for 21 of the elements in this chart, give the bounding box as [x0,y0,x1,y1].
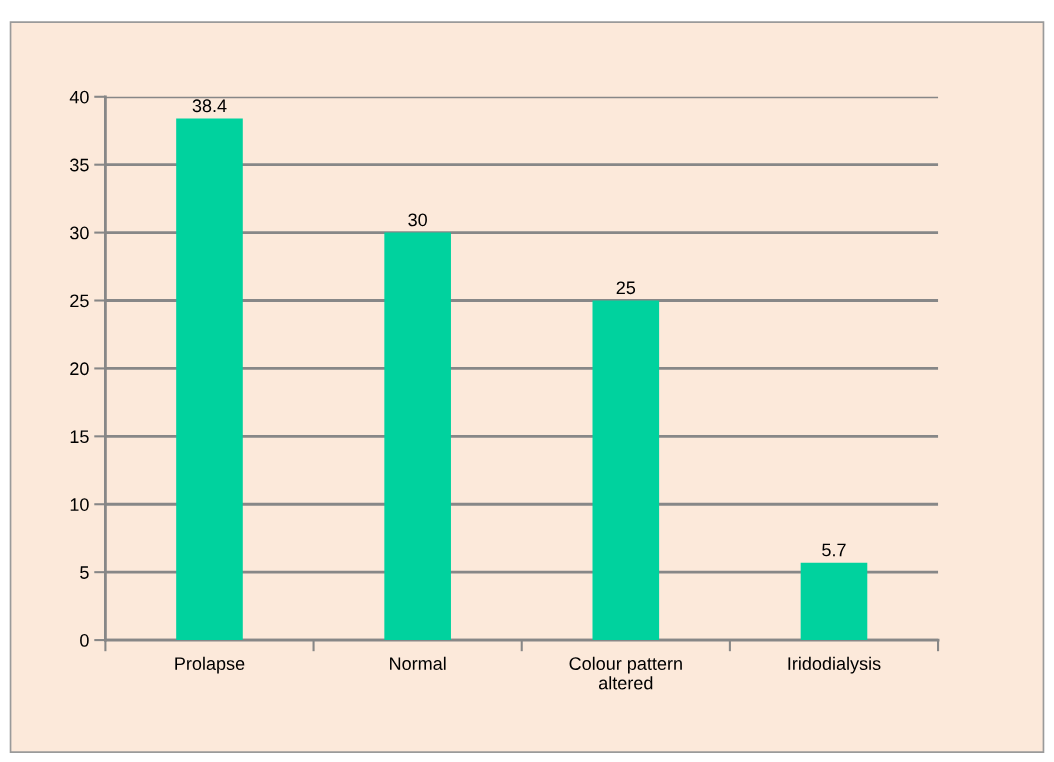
y-tick-label: 0 [80,634,89,647]
y-tick-label: 5 [80,566,89,579]
data-label: 25 [616,281,636,295]
y-tick-label: 30 [70,226,89,240]
bar [800,562,868,641]
bar [384,232,451,641]
y-tick-label: 40 [69,90,89,104]
y-tick-label: 10 [70,498,89,511]
bar [176,118,243,641]
x-tick-label: Normal [390,656,446,671]
y-tick-label: 15 [70,430,89,444]
x-tick-label: Iridodialysis [788,656,881,674]
y-tick-label: 25 [70,294,89,308]
bar [592,300,660,641]
x-tick-label: Prolapse [175,656,245,674]
data-label: 30 [408,213,427,227]
y-tick-label: 35 [70,158,89,172]
data-label: 5.7 [822,543,846,557]
data-label: 38.4 [192,99,227,113]
y-tick-label: 20 [70,362,89,376]
x-tick-label: Colour pattern altered [569,656,682,690]
